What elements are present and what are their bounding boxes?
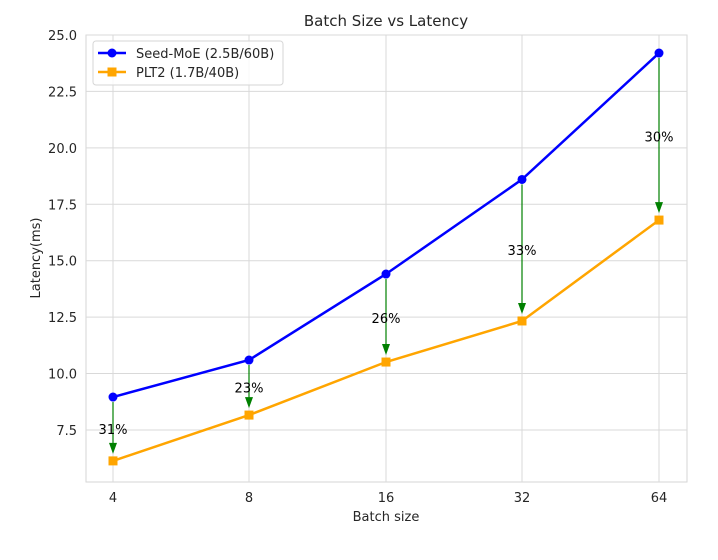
y-tick-label: 12.5 xyxy=(48,311,77,326)
legend-marker-square xyxy=(107,67,117,77)
reduction-percent-label: 26% xyxy=(372,312,401,327)
legend-label: PLT2 (1.7B/40B) xyxy=(136,66,239,81)
y-tick-label: 10.0 xyxy=(48,368,77,383)
arrow-head-icon xyxy=(655,202,663,214)
y-tick-label: 17.5 xyxy=(48,198,77,213)
data-point-circle xyxy=(108,392,118,402)
y-tick-label: 22.5 xyxy=(48,85,77,100)
plot-area: 7.5 10.0 12.5 15.0 17.5 20.0 22.5 25.0 4 8 16 32 64 3… xyxy=(48,29,688,506)
data-point-circle xyxy=(654,48,664,58)
legend-box xyxy=(92,40,284,86)
data-point-square xyxy=(381,357,391,367)
x-tick-label: 4 xyxy=(109,491,117,506)
data-point-square xyxy=(654,215,664,225)
x-axis-label: Batch size xyxy=(353,510,420,525)
legend-marker-circle xyxy=(107,48,117,58)
y-axis-label: Latency(ms) xyxy=(29,218,44,299)
reduction-percent-label: 23% xyxy=(235,382,264,397)
data-point-square xyxy=(244,410,254,420)
data-point-square xyxy=(517,316,527,326)
x-tick-label: 16 xyxy=(378,491,395,506)
arrow-head-icon xyxy=(245,397,253,409)
x-tick-label: 32 xyxy=(514,491,531,506)
x-tick-label: 64 xyxy=(651,491,668,506)
reduction-percent-label: 33% xyxy=(508,244,537,259)
legend: Seed-MoE (2.5B/60B) PLT2 (1.7B/40B) xyxy=(92,40,284,86)
reduction-percent-label: 31% xyxy=(99,423,128,438)
y-tick-label: 7.5 xyxy=(56,424,77,439)
legend-label: Seed-MoE (2.5B/60B) xyxy=(136,47,274,62)
data-point-circle xyxy=(517,174,527,184)
data-point-square xyxy=(108,456,118,466)
x-tick-label: 8 xyxy=(245,491,253,506)
y-tick-label: 25.0 xyxy=(48,29,77,44)
reduction-percent-label: 30% xyxy=(645,131,674,146)
arrow-head-icon xyxy=(518,302,526,314)
data-point-circle xyxy=(244,355,254,365)
chart-title: Batch Size vs Latency xyxy=(304,12,468,30)
y-tick-label: 15.0 xyxy=(48,255,77,270)
arrow-head-icon xyxy=(382,344,390,356)
y-tick-label: 20.0 xyxy=(48,142,77,157)
data-point-circle xyxy=(381,269,391,279)
arrow-head-icon xyxy=(109,442,117,454)
